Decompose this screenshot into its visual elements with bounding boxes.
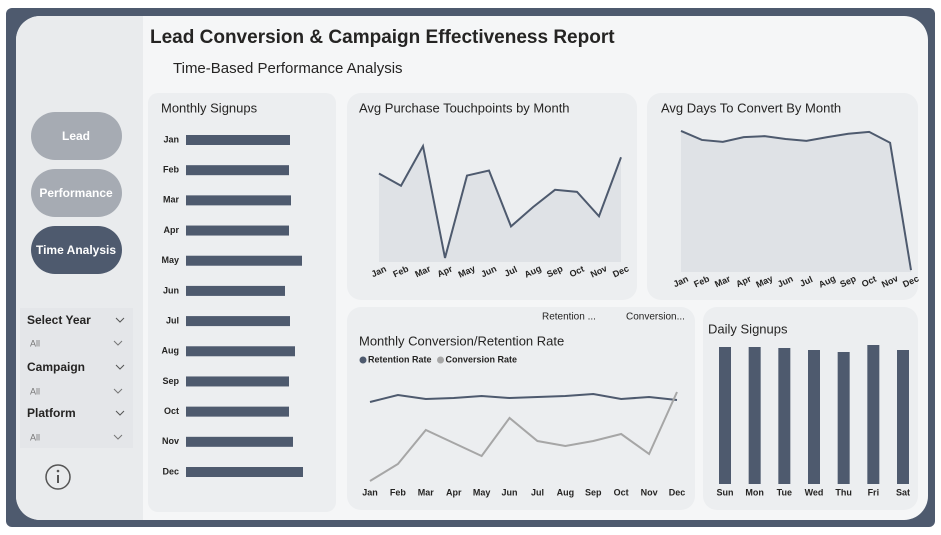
line — [369, 391, 678, 482]
bar — [186, 467, 303, 477]
nav-label[interactable]: Performance — [39, 186, 113, 200]
y-tick-label: Mar — [163, 195, 180, 205]
nav-label[interactable]: Time Analysis — [36, 243, 116, 257]
card-label: Conversion... — [626, 312, 685, 323]
chevron[interactable] — [113, 434, 123, 440]
filter-label: Platform — [27, 406, 76, 420]
bar — [186, 436, 293, 447]
chevron[interactable] — [115, 410, 125, 416]
filter-value[interactable]: All — [30, 386, 40, 396]
y-tick-label: Apr — [164, 225, 180, 235]
info-icon-stem — [57, 475, 59, 483]
line — [378, 143, 622, 259]
y-tick-label: Feb — [163, 165, 180, 175]
y-tick-label: Dec — [162, 466, 179, 476]
x-tick-label: Sat — [896, 487, 910, 497]
bar — [748, 347, 761, 484]
x-tick-label: Sun — [717, 487, 734, 497]
nav-button[interactable] — [31, 226, 122, 274]
y-tick-label: Oct — [164, 406, 179, 416]
x-tick-label: Feb — [390, 487, 407, 497]
chevron[interactable] — [113, 340, 123, 346]
chart-title: Monthly Signups — [161, 100, 258, 115]
info-icon[interactable] — [45, 464, 71, 490]
chart-title: Monthly Conversion/Retention Rate — [359, 333, 564, 348]
x-tick-label: Thu — [835, 487, 852, 497]
x-tick-label: Tue — [777, 487, 792, 497]
y-tick-label: Sep — [162, 376, 179, 386]
x-tick-label: Jul — [531, 487, 544, 497]
x-tick-label: Mar — [418, 487, 435, 497]
bar — [808, 350, 820, 484]
x-tick-label: Mon — [745, 487, 764, 497]
bar — [897, 350, 909, 484]
legend-marker — [437, 356, 445, 364]
filter-panel — [20, 308, 133, 448]
bar — [186, 225, 289, 236]
filter-value[interactable]: All — [30, 338, 40, 348]
x-tick-label: Jul — [798, 274, 814, 289]
chevron[interactable] — [113, 388, 123, 394]
x-tick-label: Jun — [502, 487, 518, 497]
panel — [347, 307, 695, 510]
filter-label: Select Year — [27, 313, 91, 327]
filter-label: Campaign — [27, 360, 85, 374]
chevron[interactable] — [115, 317, 125, 323]
y-tick-label: Jan — [163, 134, 179, 144]
panel — [148, 93, 336, 512]
x-tick-label: Apr — [446, 487, 462, 497]
card-label: Retention ... — [542, 312, 596, 323]
x-tick-label: Dec — [669, 487, 686, 497]
x-tick-label: Jul — [503, 264, 519, 279]
x-tick-label: Nov — [641, 487, 658, 497]
report-subtitle: Time-Based Performance Analysis — [173, 60, 403, 77]
line — [680, 130, 912, 271]
x-tick-label: Oct — [614, 487, 629, 497]
bar — [867, 345, 880, 484]
filter-value[interactable]: All — [30, 432, 40, 442]
legend-label: Retention Rate — [368, 354, 432, 364]
x-tick-label: May — [473, 487, 491, 497]
x-tick-label: Fri — [868, 487, 880, 497]
bar — [186, 346, 295, 357]
bar — [186, 195, 291, 206]
chart-title: Avg Purchase Touchpoints by Month — [359, 100, 570, 115]
y-tick-label: Jul — [166, 315, 179, 325]
nav-button[interactable] — [31, 169, 122, 217]
chart-title: Daily Signups — [708, 321, 788, 336]
y-tick-label: Aug — [162, 346, 180, 356]
y-tick-label: May — [161, 255, 179, 265]
bar — [186, 255, 302, 266]
bar — [719, 347, 731, 484]
x-tick-label: Aug — [557, 487, 575, 497]
area — [681, 130, 911, 272]
bar — [186, 135, 290, 145]
bar — [837, 352, 850, 484]
bar — [186, 406, 289, 417]
x-tick-label: Wed — [805, 487, 824, 497]
report-title: Lead Conversion & Campaign Effectiveness… — [150, 27, 615, 48]
nav-label[interactable]: Lead — [62, 129, 90, 143]
bar — [778, 348, 791, 484]
bar — [186, 376, 289, 387]
y-tick-label: Nov — [162, 436, 179, 446]
chevron[interactable] — [115, 364, 125, 370]
legend-label: Conversion Rate — [446, 354, 518, 364]
x-tick-label: Sep — [585, 487, 602, 497]
bar — [186, 165, 289, 176]
y-tick-label: Jun — [163, 285, 179, 295]
line — [369, 392, 678, 403]
bar — [186, 316, 290, 327]
legend-marker — [359, 356, 367, 364]
chart-title: Avg Days To Convert By Month — [661, 100, 841, 115]
info-icon-dot — [56, 469, 60, 473]
x-tick-label: Jan — [362, 487, 378, 497]
nav-button[interactable] — [31, 112, 122, 160]
bar — [186, 285, 285, 296]
